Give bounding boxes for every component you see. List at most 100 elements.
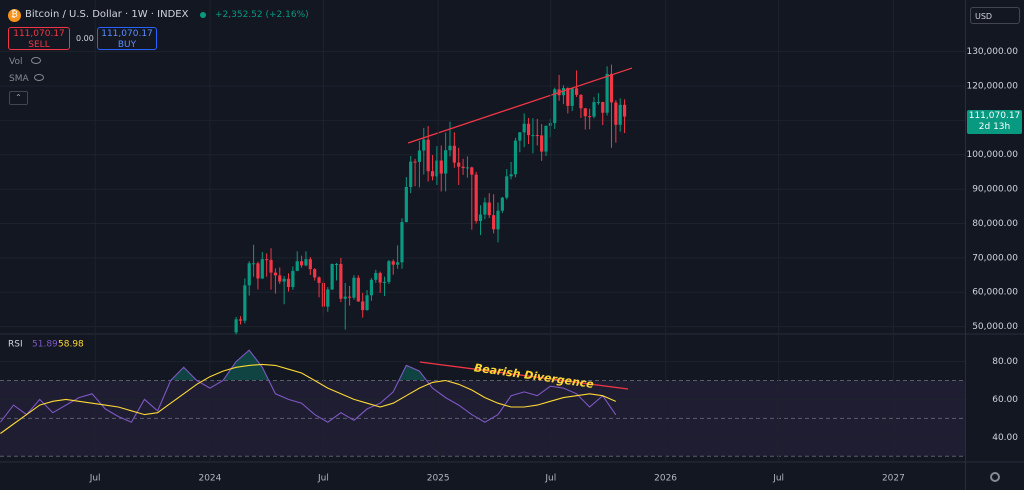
x-tick-label: 2024 — [198, 474, 221, 484]
candle-body — [273, 272, 278, 276]
candle-body — [356, 277, 360, 302]
candle-body — [439, 160, 443, 174]
x-tick-label: Jul — [772, 474, 784, 484]
candle-body — [566, 88, 570, 106]
y-tick-label: 80,000.00 — [972, 219, 1018, 229]
overbought-fill — [171, 350, 427, 380]
candle-body — [583, 108, 587, 117]
y-tick-label: 60.00 — [992, 395, 1018, 405]
candle-body — [286, 278, 291, 288]
status-dot — [200, 12, 206, 18]
rsi-line — [0, 363, 617, 434]
candle-body — [570, 88, 574, 106]
candle-body — [256, 263, 260, 279]
candle-body — [422, 139, 426, 151]
settings-icon[interactable] — [990, 472, 1000, 482]
candle-body — [622, 104, 627, 117]
candle-body — [339, 264, 343, 299]
indicator-label: SMA — [9, 74, 29, 84]
indicator-label: Vol — [9, 57, 23, 67]
buy-button[interactable]: 111,070.17 BUY — [97, 27, 157, 50]
logo: ₿ — [8, 9, 21, 22]
indicator-value: 51.89 — [32, 340, 58, 350]
price-scale-bg — [965, 0, 1024, 490]
candle-body — [492, 215, 496, 230]
y-tick-label: 80.00 — [992, 357, 1018, 367]
sell-price: 111,070.17 — [13, 29, 65, 39]
candle-body — [540, 135, 544, 152]
buy-price: 111,070.17 — [101, 29, 153, 39]
candle-body — [369, 279, 374, 296]
candle-body — [326, 289, 330, 307]
eye-icon[interactable] — [33, 74, 44, 81]
candle-body — [313, 269, 317, 278]
candle-body — [526, 123, 531, 136]
rsi-line — [0, 349, 617, 423]
sell-button[interactable]: 111,070.17 SELL — [8, 27, 70, 50]
candle-body — [365, 295, 369, 311]
candle-body — [387, 261, 391, 282]
candle-body — [609, 73, 614, 103]
x-tick-label: 2027 — [882, 474, 905, 484]
candle-body — [461, 166, 465, 169]
candle-body — [391, 261, 395, 265]
candle-body — [588, 116, 592, 118]
candle-body — [483, 202, 487, 215]
candle-body — [444, 150, 448, 174]
candle-body — [522, 123, 526, 133]
y-tick-label: 130,000.00 — [966, 47, 1018, 57]
candle-body — [430, 171, 435, 177]
x-tick-label: Jul — [89, 474, 101, 484]
candle-body — [592, 102, 596, 117]
candle-body — [513, 140, 518, 175]
candle-body — [574, 88, 579, 95]
collapse-button[interactable]: ⌃ — [9, 91, 28, 105]
candle-body — [505, 176, 509, 198]
candle-body — [531, 135, 535, 137]
candle-body — [500, 197, 504, 211]
candle-body — [295, 261, 299, 271]
y-tick-label: 90,000.00 — [972, 185, 1018, 195]
candle-body — [409, 161, 413, 187]
sell-label: SELL — [28, 40, 50, 50]
candle-body — [343, 296, 347, 299]
candle-body — [487, 202, 491, 216]
y-tick-label: 40.00 — [992, 433, 1018, 443]
y-tick-label: 70,000.00 — [972, 253, 1018, 263]
last-price: 111,070.17 — [968, 111, 1021, 121]
countdown: 2d 13h — [978, 122, 1011, 132]
eye-icon[interactable] — [31, 57, 42, 64]
candle-body — [544, 125, 548, 152]
indicator-title: RSI — [8, 340, 23, 350]
candle-body — [535, 135, 539, 137]
trend-line — [419, 361, 629, 390]
x-tick-label: Jul — [544, 474, 556, 484]
indicator-sma[interactable]: SMA — [9, 74, 44, 84]
symbol-title[interactable]: Bitcoin / U.S. Dollar · 1W · INDEX — [25, 9, 189, 20]
candle-body — [308, 259, 312, 270]
candle-body — [299, 261, 304, 266]
price-change: +2,352.52 (+2.16%) — [215, 10, 309, 20]
candle-body — [478, 214, 483, 222]
candle-body — [614, 102, 618, 125]
candle-body — [251, 263, 256, 265]
candle-body — [317, 277, 321, 283]
candle-body — [352, 277, 356, 298]
candle-body — [509, 174, 513, 177]
x-tick-label: Jul — [317, 474, 329, 484]
candle-body — [601, 102, 605, 113]
candle-body — [238, 319, 243, 321]
trend-line — [407, 67, 633, 144]
currency-select[interactable]: USD — [970, 7, 1020, 24]
candle-body — [618, 104, 622, 125]
candle-body — [605, 73, 609, 113]
indicator-vol[interactable]: Vol — [9, 57, 42, 67]
candle-body — [334, 264, 339, 265]
candle-body — [374, 272, 378, 280]
candle-body — [426, 139, 430, 172]
candle-body — [247, 263, 251, 286]
candle-body — [448, 145, 452, 151]
candle-body — [396, 262, 400, 265]
candle-body — [596, 102, 600, 104]
